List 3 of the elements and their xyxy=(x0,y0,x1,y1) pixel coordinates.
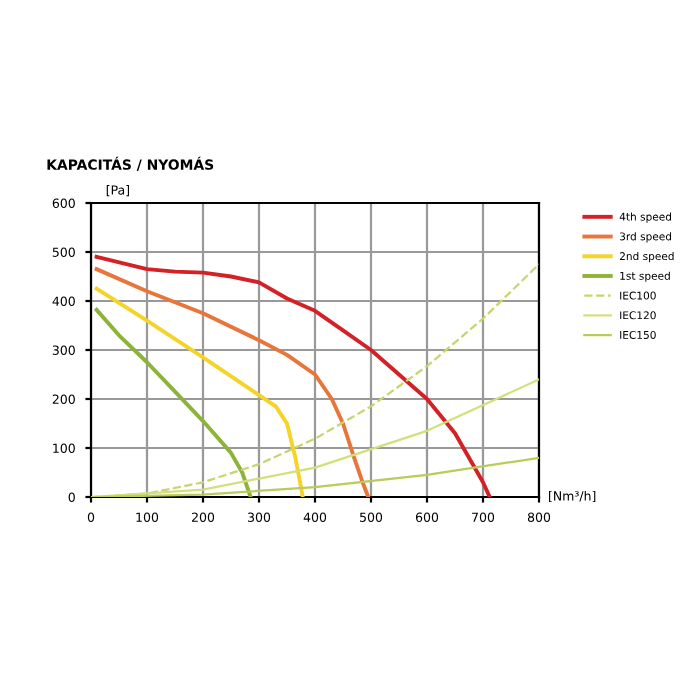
line-series xyxy=(94,307,253,497)
line-series xyxy=(94,286,305,497)
line-series xyxy=(94,267,371,497)
